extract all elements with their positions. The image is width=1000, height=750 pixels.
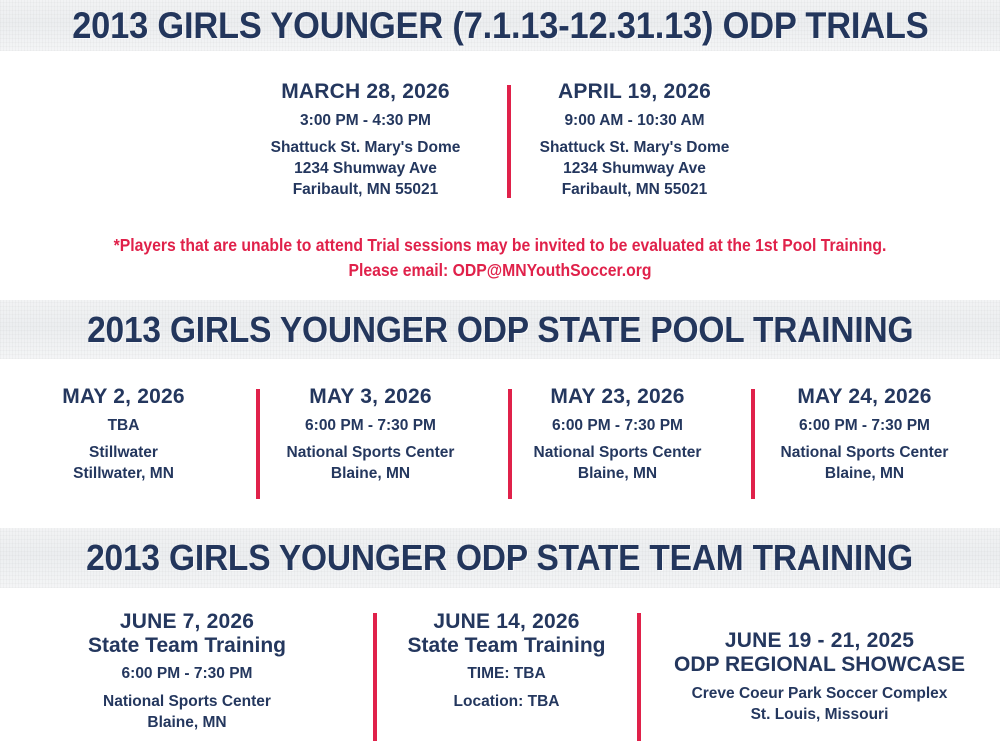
venue-citystate: Faribault, MN 55021 [561,180,708,198]
venue-citystate: Blaine, MN [577,465,658,483]
event-card-team-3: JUNE 19 - 21, 2025 ODP REGIONAL SHOWCASE… [639,610,1000,745]
column-divider [373,613,377,741]
event-time: TBA [107,416,140,434]
event-time: 6:00 PM - 7:30 PM [552,416,683,434]
banner-title-team-training: 2013 GIRLS YOUNGER ODP STATE TEAM TRAINI… [86,537,914,578]
event-subtitle: State Team Training [88,633,286,657]
event-date: MAY 3, 2026 [309,385,432,408]
event-venue: Location: TBA [380,692,633,713]
event-venue: National Sports Center Blaine, MN [6,692,368,734]
event-date: MARCH 28, 2026 [281,80,450,103]
event-card-pool-3: MAY 23, 2026 6:00 PM - 7:30 PM National … [494,385,741,500]
column-divider [637,613,641,741]
event-date: APRIL 19, 2026 [558,80,711,103]
event-venue: National Sports Center Blaine, MN [253,443,488,485]
column-divider [751,389,755,499]
event-time: 3:00 PM - 4:30 PM [300,111,431,129]
venue-name: Shattuck St. Mary's Dome [539,139,730,157]
note-line-2: Please email: ODP@MNYouthSoccer.org [348,260,652,281]
event-card-pool-4: MAY 24, 2026 6:00 PM - 7:30 PM National … [741,385,988,500]
column-divider [508,389,512,499]
venue-name: National Sports Center [103,692,271,710]
banner-title-trials: 2013 GIRLS YOUNGER (7.1.13-12.31.13) ODP… [71,4,929,46]
event-date: JUNE 7, 2026 [119,610,255,633]
column-divider [256,389,260,499]
venue-name: National Sports Center [286,444,455,462]
event-card-pool-2: MAY 3, 2026 6:00 PM - 7:30 PM National S… [247,385,494,500]
event-venue: Stillwater Stillwater, MN [6,443,241,485]
event-date: MAY 23, 2026 [550,385,685,408]
venue-citystate: Stillwater, MN [73,465,174,483]
trials-note: *Players that are unable to attend Trial… [50,233,950,284]
event-venue: Shattuck St. Mary's Dome 1234 Shumway Av… [506,138,763,201]
venue-citystate: Blaine, MN [824,465,905,483]
event-subtitle: ODP REGIONAL SHOWCASE [674,652,965,676]
venue-name: Shattuck St. Mary's Dome [270,139,461,157]
event-card-pool-1: MAY 2, 2026 TBA Stillwater Stillwater, M… [0,385,247,500]
section-banner-pool-training: 2013 GIRLS YOUNGER ODP STATE POOL TRAINI… [0,300,1000,359]
venue-citystate: Faribault, MN 55021 [292,180,439,198]
event-time: 9:00 AM - 10:30 AM [564,111,705,129]
event-time: 6:00 PM - 7:30 PM [305,416,436,434]
venue-name: Location: TBA [453,692,560,710]
event-card-team-1: JUNE 7, 2026 State Team Training 6:00 PM… [0,610,374,745]
venue-name: Stillwater [89,444,158,462]
event-time: 6:00 PM - 7:30 PM [121,665,253,683]
event-venue: National Sports Center Blaine, MN [500,443,735,485]
venue-citystate: St. Louis, Missouri [750,705,889,723]
pool-training-event-row: MAY 2, 2026 TBA Stillwater Stillwater, M… [0,385,1000,500]
event-card-team-2: JUNE 14, 2026 State Team Training TIME: … [374,610,639,745]
venue-citystate: Blaine, MN [147,713,227,731]
event-date: JUNE 14, 2026 [433,610,580,633]
venue-street: 1234 Shumway Ave [563,160,706,178]
trials-event-row: MARCH 28, 2026 3:00 PM - 4:30 PM Shattuc… [0,80,1000,200]
banner-title-pool-training: 2013 GIRLS YOUNGER ODP STATE POOL TRAINI… [86,308,914,350]
event-time: TIME: TBA [467,665,546,683]
venue-name: Creve Coeur Park Soccer Complex [691,685,948,703]
column-divider [507,85,511,198]
event-card-trials-2: APRIL 19, 2026 9:00 AM - 10:30 AM Shattu… [500,80,769,200]
event-venue: Creve Coeur Park Soccer Complex St. Loui… [645,684,994,726]
event-subtitle: State Team Training [407,633,606,657]
venue-street: 1234 Shumway Ave [294,160,437,178]
event-date: MAY 2, 2026 [62,385,185,408]
note-line-1: *Players that are unable to attend Trial… [113,235,887,255]
venue-citystate: Blaine, MN [330,465,411,483]
event-time: 6:00 PM - 7:30 PM [799,416,930,434]
section-banner-trials: 2013 GIRLS YOUNGER (7.1.13-12.31.13) ODP… [0,0,1000,51]
venue-name: National Sports Center [533,444,702,462]
layout-spacer [0,80,231,200]
event-venue: Shattuck St. Mary's Dome 1234 Shumway Av… [237,138,494,201]
event-date: JUNE 19 - 21, 2025 [724,629,915,652]
event-date: MAY 24, 2026 [797,385,932,408]
venue-name: National Sports Center [780,444,949,462]
section-banner-team-training: 2013 GIRLS YOUNGER ODP STATE TEAM TRAINI… [0,528,1000,588]
event-card-trials-1: MARCH 28, 2026 3:00 PM - 4:30 PM Shattuc… [231,80,500,200]
event-venue: National Sports Center Blaine, MN [747,443,982,485]
team-training-event-row: JUNE 7, 2026 State Team Training 6:00 PM… [0,610,1000,745]
